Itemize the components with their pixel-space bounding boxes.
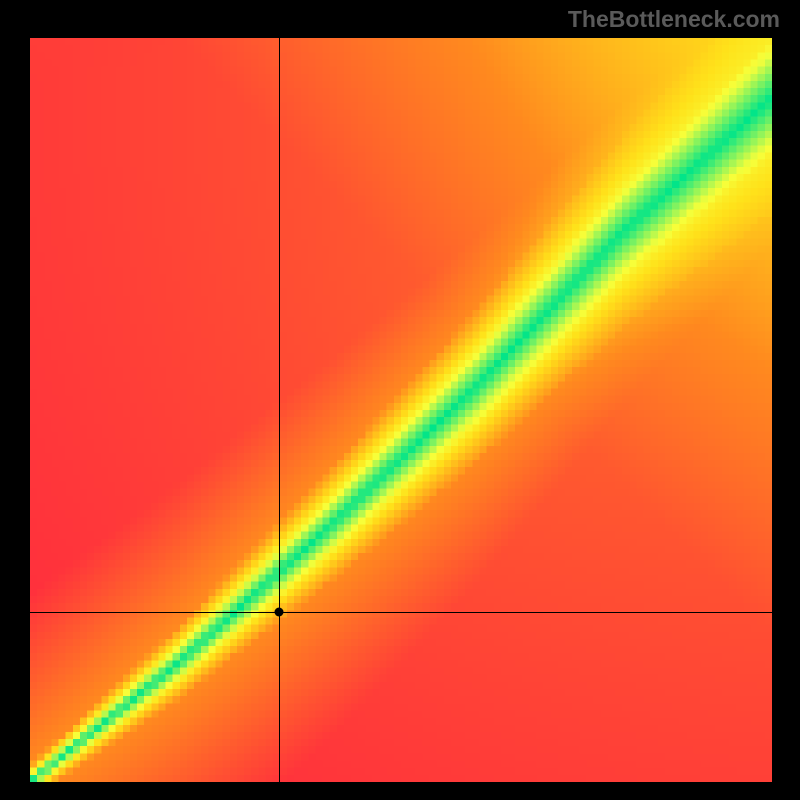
crosshair-marker: [274, 608, 283, 617]
crosshair-vertical: [279, 38, 280, 782]
watermark-text: TheBottleneck.com: [568, 6, 780, 33]
heatmap-canvas: [30, 38, 772, 782]
crosshair-horizontal: [30, 612, 772, 613]
heatmap-plot: [30, 38, 772, 782]
